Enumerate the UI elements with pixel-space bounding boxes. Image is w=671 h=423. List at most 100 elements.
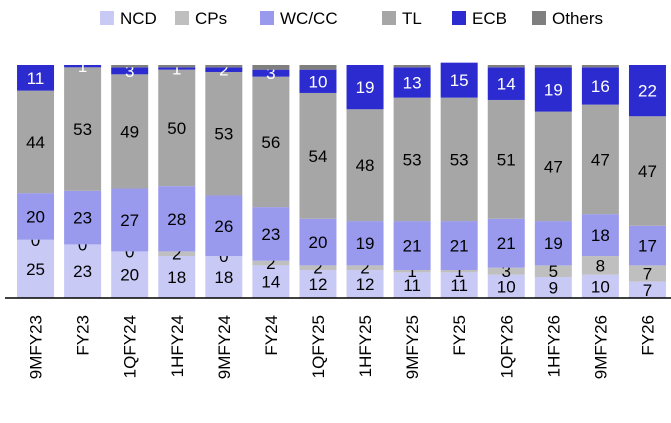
data-label: 49 xyxy=(120,122,139,141)
data-label: 10 xyxy=(309,72,328,91)
data-label: 14 xyxy=(497,75,516,94)
x-tick-label: 1HFY26 xyxy=(544,315,563,377)
data-label: 14 xyxy=(261,273,280,292)
legend-swatch xyxy=(382,11,396,25)
data-label: 53 xyxy=(214,125,233,144)
bar-segment xyxy=(299,69,337,93)
bar-segment xyxy=(440,62,478,98)
data-label: 27 xyxy=(120,211,139,230)
bar-segment xyxy=(581,104,619,215)
data-label: 53 xyxy=(73,120,92,139)
bar-segment xyxy=(581,274,619,298)
data-label: 3 xyxy=(266,64,275,83)
data-label: 20 xyxy=(309,233,328,252)
bar-segment xyxy=(158,256,196,298)
bar-segment xyxy=(440,270,478,273)
bar-segment xyxy=(440,97,478,222)
bar-segment xyxy=(487,67,525,100)
bar-segment xyxy=(64,244,102,298)
bar-segment xyxy=(158,69,196,187)
bar-segment xyxy=(158,67,196,70)
bar-segment xyxy=(393,270,431,273)
x-tick-label: FY26 xyxy=(638,315,657,356)
x-tick-label: 9MFY26 xyxy=(591,315,610,379)
data-label: 47 xyxy=(638,162,657,181)
x-tick-label: 1QFY26 xyxy=(497,315,516,378)
data-label: 16 xyxy=(591,77,610,96)
bar-segment xyxy=(346,109,384,222)
bar-segment xyxy=(111,65,149,68)
data-label: 11 xyxy=(450,276,468,295)
data-label: 50 xyxy=(167,119,186,138)
legend-label: CPs xyxy=(195,9,227,28)
x-tick-label: 9MFY24 xyxy=(215,315,234,379)
bar-segment xyxy=(346,221,384,266)
data-label: 22 xyxy=(638,82,657,101)
bar-segment xyxy=(158,65,196,68)
data-label: 10 xyxy=(497,277,516,296)
data-label: 15 xyxy=(450,71,469,90)
data-label: 11 xyxy=(403,276,421,295)
data-label: 48 xyxy=(356,156,375,175)
bar-segment xyxy=(581,256,619,275)
legend-swatch xyxy=(532,11,546,25)
data-label: 53 xyxy=(450,150,469,169)
bar-segment xyxy=(252,69,290,77)
bar-segment xyxy=(64,190,102,245)
bar-segment xyxy=(440,272,478,298)
data-label: 20 xyxy=(120,266,139,285)
bar-segment xyxy=(17,90,55,194)
bar-segment xyxy=(299,265,337,271)
data-label: 2 xyxy=(266,254,275,273)
bar-segment xyxy=(299,218,337,266)
data-label: 2 xyxy=(172,245,181,264)
data-label: 25 xyxy=(26,260,45,279)
bar-segment xyxy=(252,76,290,208)
bar-segment xyxy=(628,281,666,298)
data-label: 54 xyxy=(309,147,328,166)
bar-segment xyxy=(487,267,525,275)
data-label: 21 xyxy=(497,234,516,253)
data-label: 18 xyxy=(591,226,610,245)
bar-segment xyxy=(346,270,384,298)
bar-segment xyxy=(534,277,572,298)
bar-segment xyxy=(628,65,666,117)
bar-segment xyxy=(487,274,525,298)
legend-label: WC/CC xyxy=(280,9,338,28)
bar-segment xyxy=(17,65,55,91)
bar-segment xyxy=(581,65,619,68)
data-label: 2 xyxy=(360,259,369,278)
data-label: 1 xyxy=(454,262,463,281)
data-label: 9 xyxy=(549,279,558,298)
bar-segment xyxy=(252,207,290,261)
data-label: 47 xyxy=(544,157,563,176)
data-label: 21 xyxy=(403,237,422,256)
bar-segment xyxy=(534,265,572,278)
x-tick-label: 9MFY25 xyxy=(403,315,422,379)
data-label: 1 xyxy=(172,59,181,78)
bar-segment xyxy=(205,65,243,68)
data-label: 51 xyxy=(497,150,516,169)
x-tick-label: 1QFY25 xyxy=(309,315,328,378)
bar-segment xyxy=(299,65,337,70)
legend-label: NCD xyxy=(120,9,157,28)
data-label: 53 xyxy=(403,150,422,169)
x-tick-label: 9MFY23 xyxy=(27,315,46,379)
data-label: 23 xyxy=(73,262,92,281)
bar-segment xyxy=(487,65,525,68)
data-label: 3 xyxy=(125,62,134,81)
bar-segment xyxy=(628,225,666,266)
data-label: 18 xyxy=(214,268,233,287)
x-tick-label: 1QFY24 xyxy=(121,315,140,378)
bar-segment xyxy=(534,221,572,266)
data-label: 19 xyxy=(544,80,563,99)
legend-swatch xyxy=(260,11,274,25)
data-label: 21 xyxy=(450,237,469,256)
bar-segment xyxy=(205,71,243,196)
x-tick-label: FY25 xyxy=(450,315,469,356)
bar-segment xyxy=(252,265,290,298)
data-label: 8 xyxy=(596,256,605,275)
bar-segment xyxy=(205,195,243,257)
legend-swatch xyxy=(175,11,189,25)
